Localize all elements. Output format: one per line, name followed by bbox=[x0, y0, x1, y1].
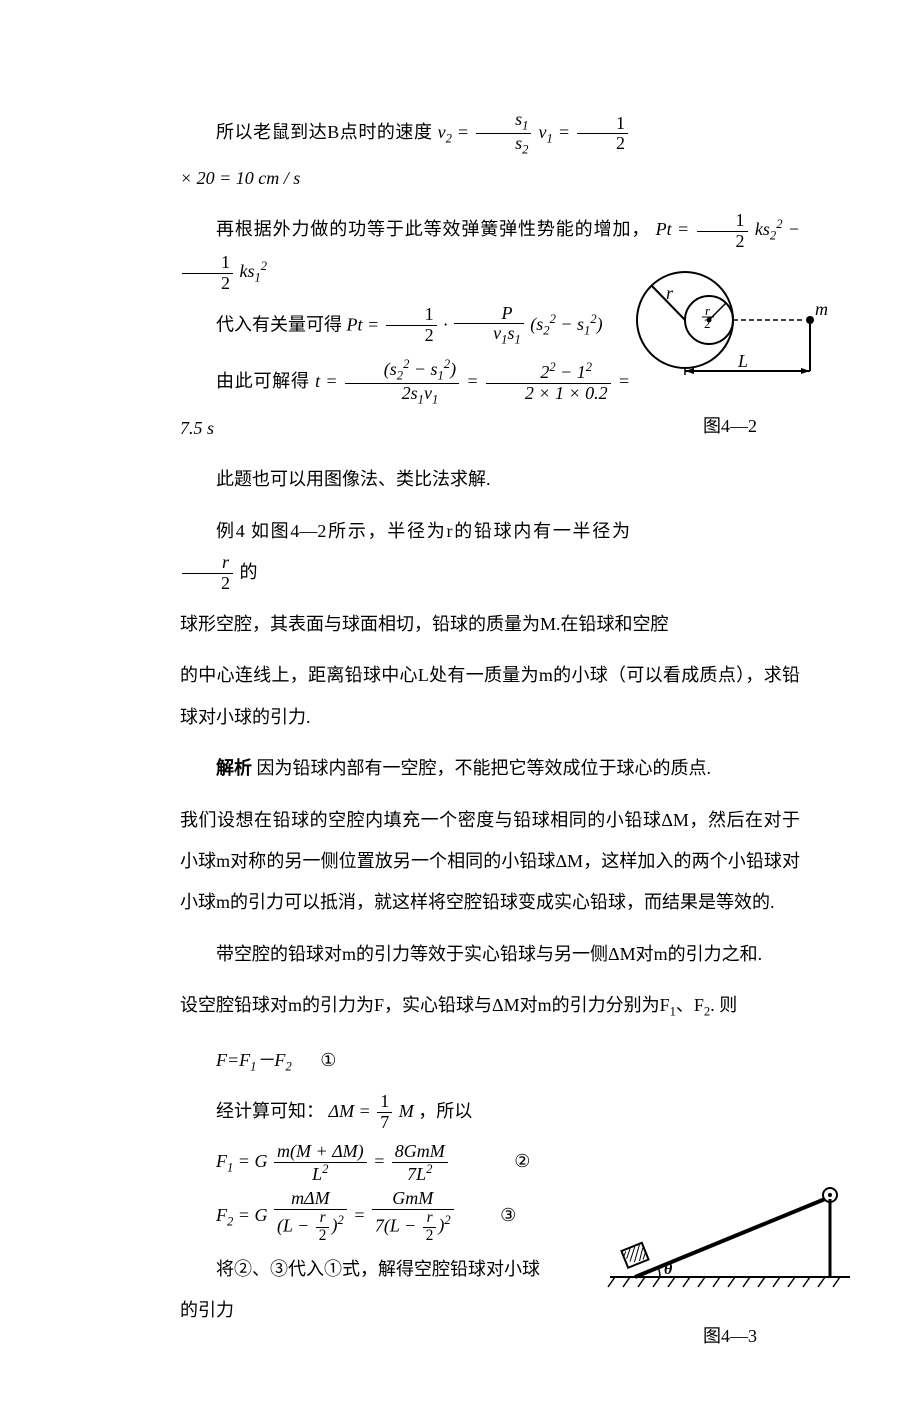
text: 经计算可知： bbox=[216, 1101, 324, 1121]
eq5: = bbox=[353, 1205, 370, 1225]
eq: = bbox=[457, 122, 474, 142]
frac-F2a: mΔM (L − r2)2 bbox=[274, 1189, 347, 1244]
text: 、F bbox=[676, 995, 704, 1015]
para-6: 例4 如图4—2所示，半径为r的铅球内有一半径为 r 2 的 bbox=[180, 511, 800, 595]
calc1: × 20 = 10 bbox=[180, 168, 254, 188]
frac-half3: 1 2 bbox=[182, 253, 233, 294]
text: 所以老鼠到达B点时的速度 bbox=[216, 122, 433, 142]
label-L: L bbox=[737, 351, 748, 371]
math-v2: v2 bbox=[438, 122, 452, 142]
frac-17: 1 7 bbox=[377, 1092, 392, 1133]
figure-4-3-svg: θ bbox=[600, 1177, 860, 1297]
text: 再根据外力做的功等于此等效弹簧弹性势能的增加， bbox=[216, 219, 650, 239]
eq3: = bbox=[466, 371, 483, 391]
text: 带空腔的铅球对m的引力等效于实心铅球与另一侧ΔM对m的引力之和. bbox=[216, 944, 762, 964]
figure-4-2: r r 2 m L 图4—2 bbox=[630, 265, 830, 448]
F-eq: F=F1－F2 bbox=[216, 1050, 292, 1070]
text: 因为铅球内部有一空腔，不能把它等效成位于球心的质点. bbox=[257, 758, 712, 778]
para-11: 带空腔的铅球对m的引力等效于实心铅球与另一侧ΔM对m的引力之和. bbox=[180, 934, 800, 975]
M: M bbox=[399, 1101, 414, 1121]
unit: cm / s bbox=[258, 168, 300, 188]
frac-F2b: GmM 7(L − r2)2 bbox=[372, 1189, 454, 1244]
minus: − bbox=[788, 219, 800, 239]
frac-Pvs: P v1s1 bbox=[454, 304, 524, 348]
para-13: 经计算可知： ΔM = 1 7 M ，所以 bbox=[216, 1088, 800, 1135]
text: . 则 bbox=[710, 995, 737, 1015]
frac-F1b: 8GmM 7L2 bbox=[392, 1142, 448, 1185]
frac-half2: 1 2 bbox=[697, 211, 748, 252]
dM: ΔM = bbox=[329, 1101, 376, 1121]
para-8: 的中心连线上，距离铅球中心L处有一质量为m的小球（可以看成质点），求铅球对小球的… bbox=[180, 655, 800, 738]
math-Pt: Pt = bbox=[656, 219, 695, 239]
eq4: = bbox=[373, 1151, 390, 1171]
ks1: ks12 bbox=[240, 261, 268, 281]
para-9: 解析 因为铅球内部有一空腔，不能把它等效成位于球心的质点. bbox=[180, 748, 800, 789]
v1: v1 bbox=[538, 122, 552, 142]
text: 将②、③代入①式，解得空腔铅球对小球的引力 bbox=[180, 1259, 540, 1320]
circ3: ③ bbox=[460, 1205, 516, 1225]
figure-4-2-caption: 图4—2 bbox=[630, 406, 830, 447]
para-7: 球形空腔，其表面与球面相切，铅球的质量为M.在铅球和空腔 bbox=[180, 604, 800, 645]
para-10: 我们设想在铅球的空腔内填充一个密度与铅球相同的小铅球ΔM，然后在对于小球m对称的… bbox=[180, 800, 800, 924]
figure-4-3-caption: 图4—3 bbox=[600, 1316, 860, 1357]
math-Pt2: Pt = bbox=[347, 314, 384, 334]
text: 设空腔铅球对m的引力为F，实心铅球与ΔM对m的引力分别为F bbox=[180, 995, 670, 1015]
para-12: 设空腔铅球对m的引力为F，实心铅球与ΔM对m的引力分别为F1、F2. 则 bbox=[180, 985, 800, 1027]
text: ，所以 bbox=[418, 1101, 472, 1121]
frac-s1s2: s1 s2 bbox=[476, 110, 531, 158]
label-theta: θ bbox=[664, 1261, 673, 1278]
F2: F2 = G bbox=[216, 1205, 267, 1225]
circ2: ② bbox=[454, 1151, 530, 1171]
frac-r2: r 2 bbox=[182, 553, 233, 594]
bold-label: 解析 bbox=[216, 758, 252, 778]
frac-t1: (s22 − s12) 2s1v1 bbox=[345, 358, 459, 408]
dot: · bbox=[443, 314, 452, 334]
frac-t2: 22 − 12 2 × 1 × 0.2 bbox=[486, 361, 611, 404]
eq2: = bbox=[558, 122, 575, 142]
document-page: 所以老鼠到达B点时的速度 v2 = s1 s2 v1 = 1 2 × 20 = … bbox=[0, 0, 920, 1401]
paren: (s22 − s12) bbox=[530, 314, 602, 334]
frac-half: 1 2 bbox=[577, 114, 628, 155]
para-1: 所以老鼠到达B点时的速度 v2 = s1 s2 v1 = 1 2 × 20 = … bbox=[180, 110, 800, 199]
ks2: ks22 bbox=[755, 219, 783, 239]
t-eq: t = bbox=[315, 371, 343, 391]
text: 的中心连线上，距离铅球中心L处有一质量为m的小球（可以看成质点），求铅球对小球的… bbox=[180, 665, 800, 726]
text: 由此可解得 bbox=[216, 371, 310, 391]
F1: F1 = G bbox=[216, 1151, 267, 1171]
text: 代入有关量可得 bbox=[216, 314, 342, 334]
unit-s: s bbox=[207, 418, 214, 438]
text: 我们设想在铅球的空腔内填充一个密度与铅球相同的小铅球ΔM，然后在对于小球m对称的… bbox=[180, 810, 800, 913]
para-5: 此题也可以用图像法、类比法求解. bbox=[180, 459, 800, 500]
text: 此题也可以用图像法、类比法求解. bbox=[216, 469, 491, 489]
text: 的 bbox=[240, 562, 258, 582]
label-m: m bbox=[815, 299, 828, 319]
figure-4-2-svg: r r 2 m L bbox=[630, 265, 830, 385]
frac-F1a: m(M + ΔM) L2 bbox=[274, 1142, 367, 1185]
text: 例4 如图4—2所示，半径为r的铅球内有一半径为 bbox=[216, 521, 630, 541]
text: 球形空腔，其表面与球面相切，铅球的质量为M.在铅球和空腔 bbox=[180, 614, 669, 634]
label-r: r bbox=[666, 283, 674, 303]
eq-F: F=F1－F2 ① bbox=[216, 1037, 800, 1084]
frac-half4: 1 2 bbox=[386, 305, 437, 346]
circ1: ① bbox=[296, 1050, 336, 1070]
figure-4-3: θ 图4—3 bbox=[600, 1177, 860, 1358]
